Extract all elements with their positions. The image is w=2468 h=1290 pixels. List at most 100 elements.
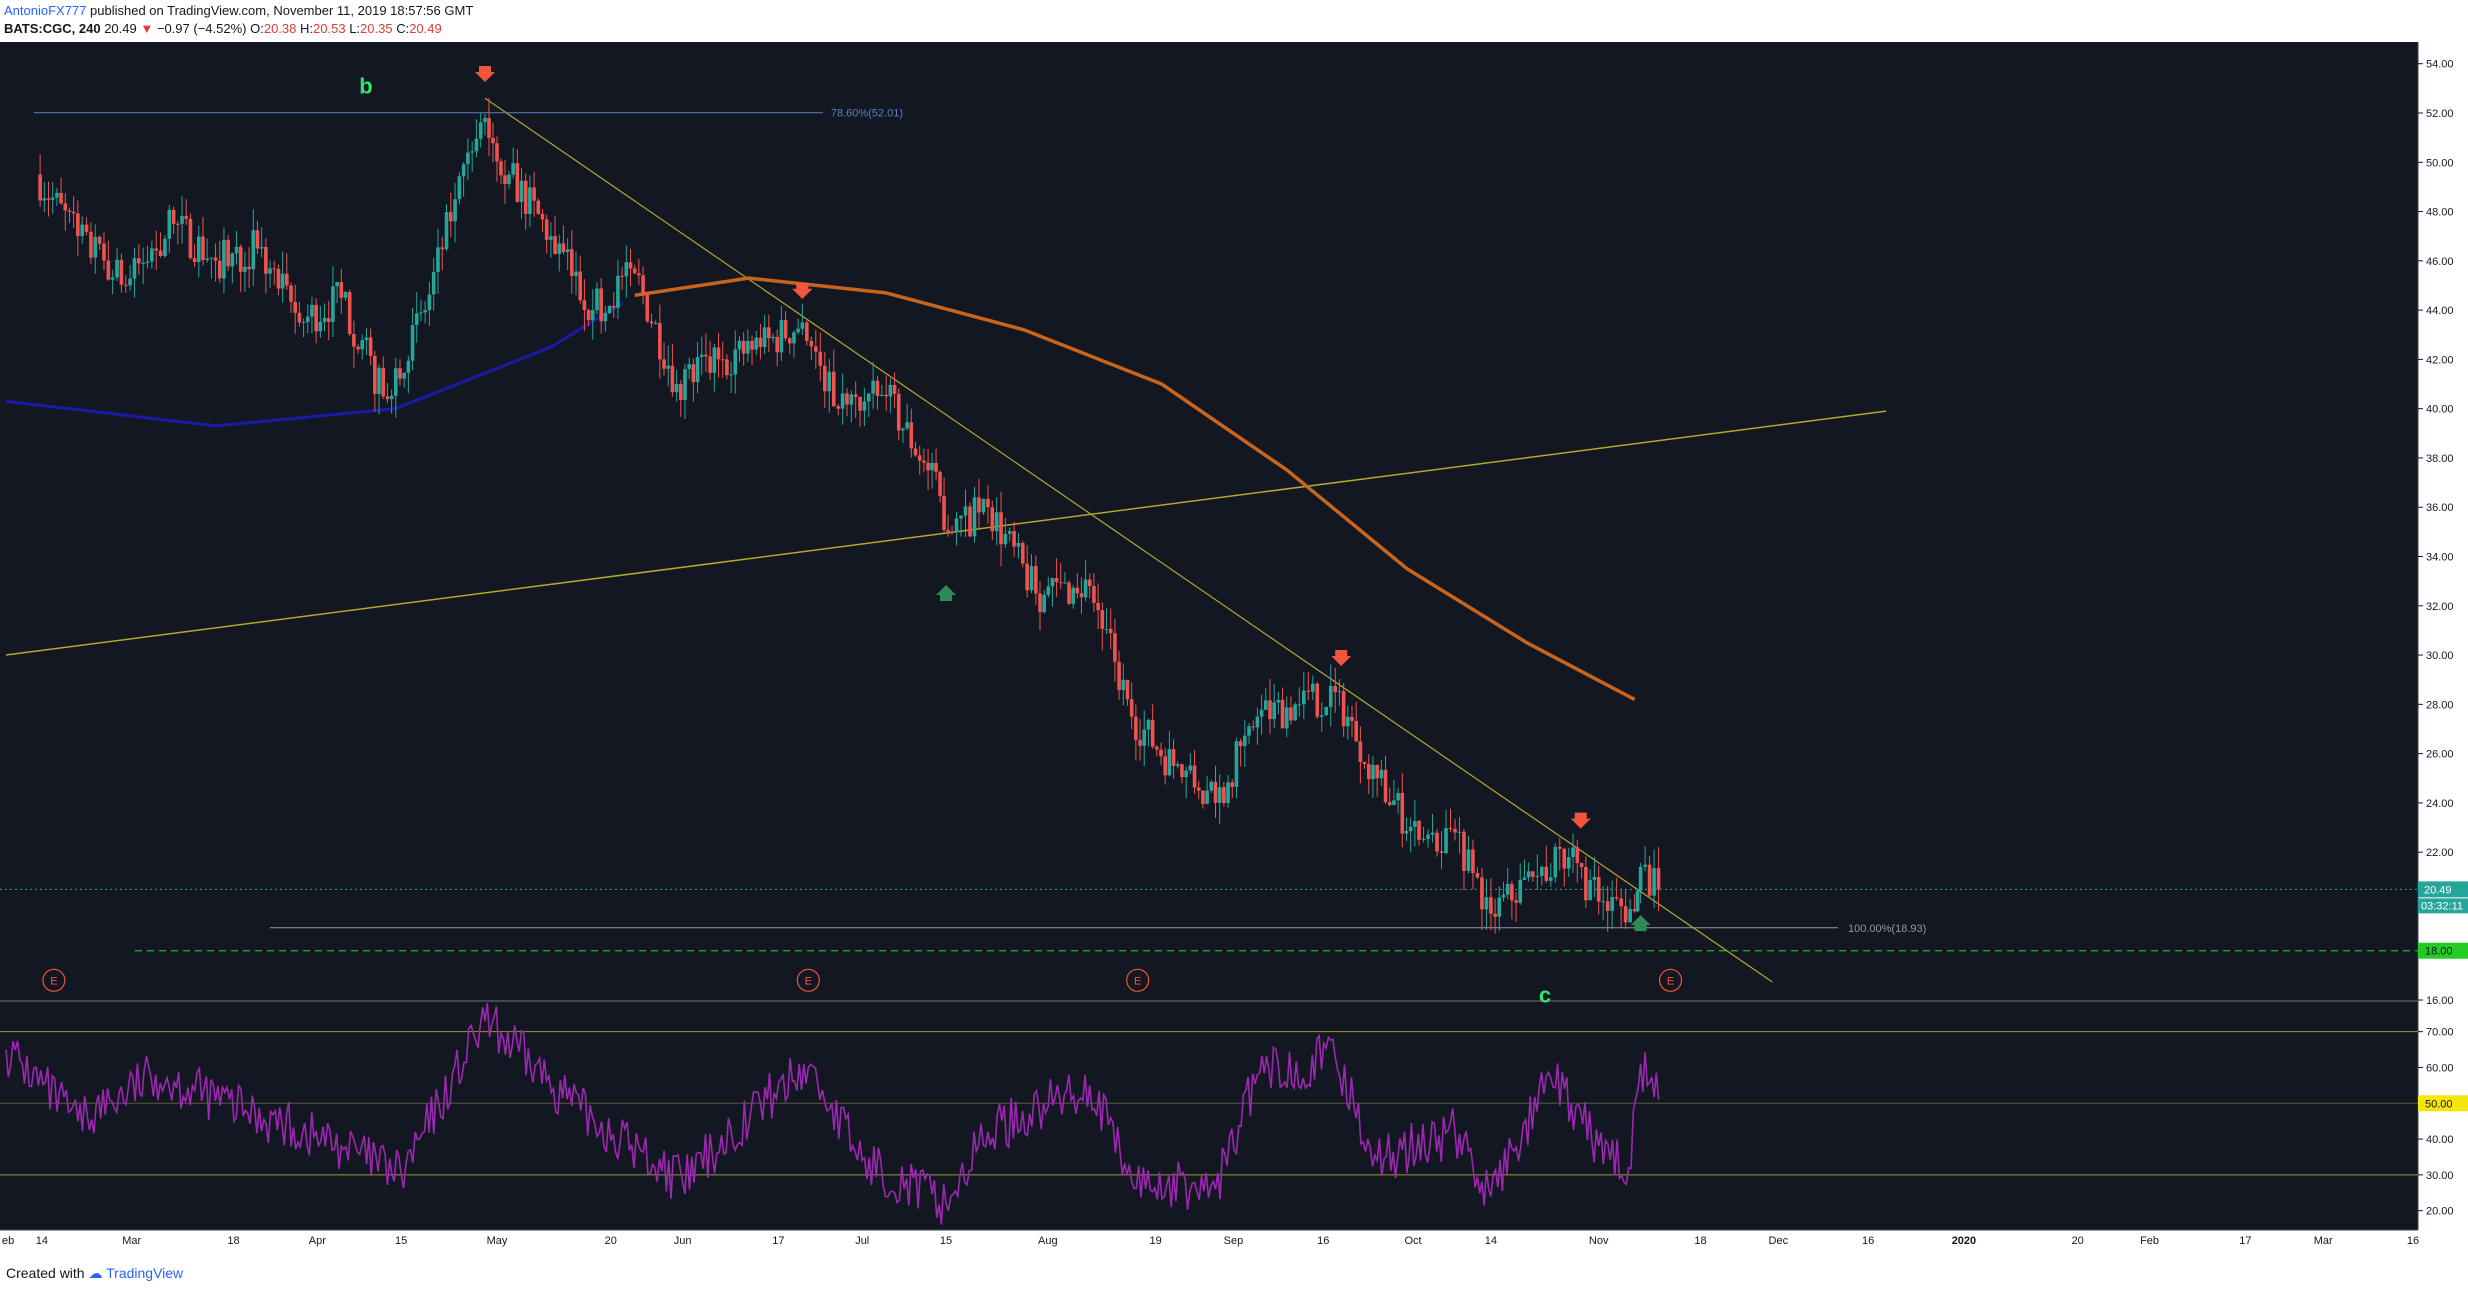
candle-body	[1579, 862, 1584, 868]
tradingview-link[interactable]: TradingView	[106, 1265, 184, 1281]
time-tick-label: Apr	[309, 1235, 326, 1247]
candle-body	[632, 268, 637, 274]
candle-body	[836, 406, 841, 409]
candle-body	[1408, 826, 1413, 832]
candle-body	[733, 349, 738, 375]
candle-body	[63, 203, 68, 211]
candle-body	[1575, 847, 1580, 863]
candle-body	[1159, 749, 1163, 757]
candle-body	[84, 224, 89, 232]
candle-body	[310, 304, 314, 317]
candle-body	[1605, 901, 1610, 911]
candle-body	[201, 236, 205, 261]
candle-body	[901, 428, 905, 431]
candle-body	[137, 258, 141, 264]
candle-body	[483, 117, 487, 123]
candle-body	[419, 312, 423, 314]
candle-body	[1054, 578, 1059, 582]
fib-label-786: 78.60%(52.01)	[831, 108, 903, 120]
candle-body	[716, 347, 721, 360]
candle-body	[1167, 749, 1172, 776]
candle-body	[1457, 831, 1462, 833]
candle-body	[67, 210, 72, 212]
moving-average-slow	[634, 276, 1636, 701]
symbol-label: BATS:CGC, 240	[4, 21, 101, 36]
candle-body	[1379, 769, 1384, 779]
candle-body	[1562, 848, 1567, 869]
low-label: L:	[349, 21, 361, 36]
candle-body	[1652, 868, 1656, 896]
candle-body	[410, 325, 415, 361]
candle-body	[1302, 690, 1306, 705]
created-with-label: Created with	[6, 1265, 85, 1281]
candle-body	[649, 321, 654, 324]
candle-body	[259, 246, 264, 249]
candle-body	[691, 364, 696, 383]
candle-body	[540, 213, 545, 220]
ascending-trendline	[5, 410, 1887, 656]
candle-body	[1293, 704, 1297, 721]
candle-body	[1632, 909, 1637, 912]
candle-body	[1238, 741, 1243, 747]
candle-body	[1038, 593, 1042, 613]
candle-body	[831, 371, 836, 407]
candle-body	[827, 371, 832, 392]
candle-body	[653, 323, 658, 325]
candle-body	[343, 291, 348, 298]
candle-body	[1404, 831, 1409, 834]
candle-body	[972, 497, 977, 537]
time-tick-label: May	[487, 1235, 508, 1247]
time-tick-label: 14	[36, 1235, 48, 1247]
candle-body	[1566, 857, 1571, 869]
candle-body	[1259, 709, 1264, 717]
candle-body	[1623, 906, 1628, 923]
candle-body	[393, 368, 398, 396]
candle-body	[1471, 849, 1475, 874]
change-value: −0.97 (−4.52%)	[156, 21, 247, 36]
candle-body	[180, 216, 184, 224]
candle-body	[725, 359, 729, 375]
price-tick-label: 40.00	[2426, 404, 2454, 416]
candle-body	[1328, 686, 1333, 707]
time-tick-label: 18	[1694, 1235, 1706, 1247]
candle-body	[360, 340, 365, 350]
candle-body	[603, 313, 608, 322]
author-link[interactable]: AntonioFX777	[4, 3, 87, 18]
candle-body	[1050, 578, 1055, 587]
candle-body	[1501, 894, 1506, 898]
candle-body	[1003, 533, 1008, 545]
candle-body	[255, 230, 260, 249]
candle-body	[1480, 877, 1484, 910]
candle-body	[678, 384, 683, 400]
sell-arrow-icon	[1331, 649, 1352, 666]
candle-body	[80, 224, 85, 237]
candle-body	[1548, 877, 1553, 881]
candle-body	[1346, 716, 1350, 727]
candle-body	[1083, 579, 1088, 598]
candle-body	[818, 351, 823, 366]
price-tick-label: 30.00	[2426, 650, 2454, 662]
candle-body	[453, 199, 457, 222]
sell-arrow-icon	[1570, 812, 1591, 829]
rsi-tick-label: 70.00	[2426, 1027, 2454, 1039]
candle-body	[1426, 834, 1430, 839]
countdown-label: 03:32:11	[2421, 900, 2463, 912]
candle-body	[1413, 821, 1417, 827]
candle-body	[963, 506, 968, 516]
candle-body	[436, 247, 440, 272]
candle-body	[1247, 726, 1251, 736]
candle-body	[1387, 802, 1392, 805]
candle-body	[1643, 864, 1647, 867]
candle-body	[624, 262, 629, 277]
candle-body	[381, 367, 386, 397]
candle-body	[440, 247, 445, 250]
close-value: 20.49	[409, 21, 442, 36]
candle-body	[1647, 864, 1652, 896]
chart-canvas[interactable]: 54.00 52.00 50.00 48.00 46.00 44.00 42.00 40.00…	[0, 42, 2468, 1260]
countdown-badge	[2418, 898, 2468, 914]
candle-body	[1619, 898, 1623, 907]
candle-body	[1571, 847, 1575, 858]
candle-body	[1526, 871, 1531, 878]
time-tick-label: 14	[1485, 1235, 1497, 1247]
candle-body	[519, 180, 524, 203]
